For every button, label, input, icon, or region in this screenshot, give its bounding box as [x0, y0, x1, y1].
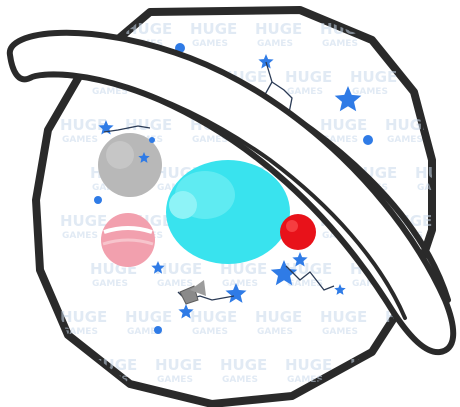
- watermark-games: GAMES: [222, 375, 258, 385]
- watermark-huge: HUGE: [415, 356, 460, 374]
- watermark-huge: HUGE: [125, 116, 172, 134]
- watermark-huge: HUGE: [415, 164, 460, 182]
- watermark-huge: HUGE: [385, 116, 432, 134]
- star-icon: [270, 260, 298, 286]
- saturn-ring: [6, 29, 457, 356]
- watermark-games: GAMES: [352, 375, 388, 385]
- watermark-huge: HUGE: [125, 308, 172, 326]
- watermark-games: GAMES: [417, 87, 453, 97]
- watermark-huge: HUGE: [320, 20, 367, 38]
- watermark-games: GAMES: [62, 231, 98, 241]
- watermark-games: GAMES: [92, 279, 128, 289]
- watermark-games: GAMES: [322, 135, 358, 145]
- watermark-games: GAMES: [287, 279, 323, 289]
- pink-planet-icon: [101, 213, 155, 267]
- watermark-huge: HUGE: [350, 68, 397, 86]
- watermark-huge: HUGE: [320, 308, 367, 326]
- watermark-huge: HUGE: [220, 260, 267, 278]
- watermark-huge: HUGE: [255, 20, 302, 38]
- cyan-planet-icon: [166, 160, 290, 264]
- watermark-games: GAMES: [322, 39, 358, 49]
- watermark-huge: HUGE: [125, 20, 172, 38]
- watermark-huge: HUGE: [415, 68, 460, 86]
- watermark-games: GAMES: [387, 135, 423, 145]
- watermark-games: GAMES: [92, 87, 128, 97]
- watermark-games: GAMES: [192, 327, 228, 337]
- watermark-games: GAMES: [257, 39, 293, 49]
- watermark-huge: HUGE: [285, 260, 332, 278]
- star-icon: [334, 284, 346, 295]
- watermark-games: GAMES: [192, 39, 228, 49]
- watermark-games: GAMES: [387, 39, 423, 49]
- watermark-games: GAMES: [157, 279, 193, 289]
- star-icon: [292, 252, 308, 267]
- watermark-games: GAMES: [127, 327, 163, 337]
- watermark-games: GAMES: [222, 279, 258, 289]
- red-planet-icon: [280, 214, 316, 250]
- watermark-games: GAMES: [257, 327, 293, 337]
- star-icons: [98, 54, 362, 319]
- star-icon: [225, 283, 247, 303]
- watermark-games: GAMES: [157, 375, 193, 385]
- watermark-games: GAMES: [417, 183, 453, 193]
- watermark-games: GAMES: [322, 327, 358, 337]
- watermark-huge: HUGE: [285, 356, 332, 374]
- star-icon: [178, 304, 194, 319]
- watermark-games: GAMES: [62, 135, 98, 145]
- watermark-huge: HUGE: [385, 20, 432, 38]
- watermark-games: GAMES: [417, 375, 453, 385]
- watermark-games: GAMES: [287, 375, 323, 385]
- watermark-games: GAMES: [62, 327, 98, 337]
- watermark-huge: HUGE: [220, 356, 267, 374]
- watermark-huge: HUGE: [60, 212, 107, 230]
- watermark-huge: HUGE: [190, 20, 237, 38]
- watermark-huge: HUGE: [60, 308, 107, 326]
- watermark-huge: HUGE: [320, 116, 367, 134]
- watermark-huge: HUGE: [155, 260, 202, 278]
- star-icon: [334, 86, 362, 112]
- watermark-huge: HUGE: [350, 356, 397, 374]
- star-icon: [138, 152, 150, 163]
- watermark-games: GAMES: [192, 135, 228, 145]
- watermark-huge: HUGE: [285, 68, 332, 86]
- watermark-games: GAMES: [287, 87, 323, 97]
- watermark-games: GAMES: [352, 87, 388, 97]
- star-icon: [151, 261, 165, 274]
- star-icon: [258, 54, 274, 69]
- watermark-huge: HUGE: [255, 308, 302, 326]
- watermark-huge: HUGE: [155, 356, 202, 374]
- grey-planet-icon: [98, 133, 162, 197]
- watermark-huge: HUGE: [60, 116, 107, 134]
- watermark-huge: HUGE: [190, 308, 237, 326]
- watermark-games: GAMES: [352, 279, 388, 289]
